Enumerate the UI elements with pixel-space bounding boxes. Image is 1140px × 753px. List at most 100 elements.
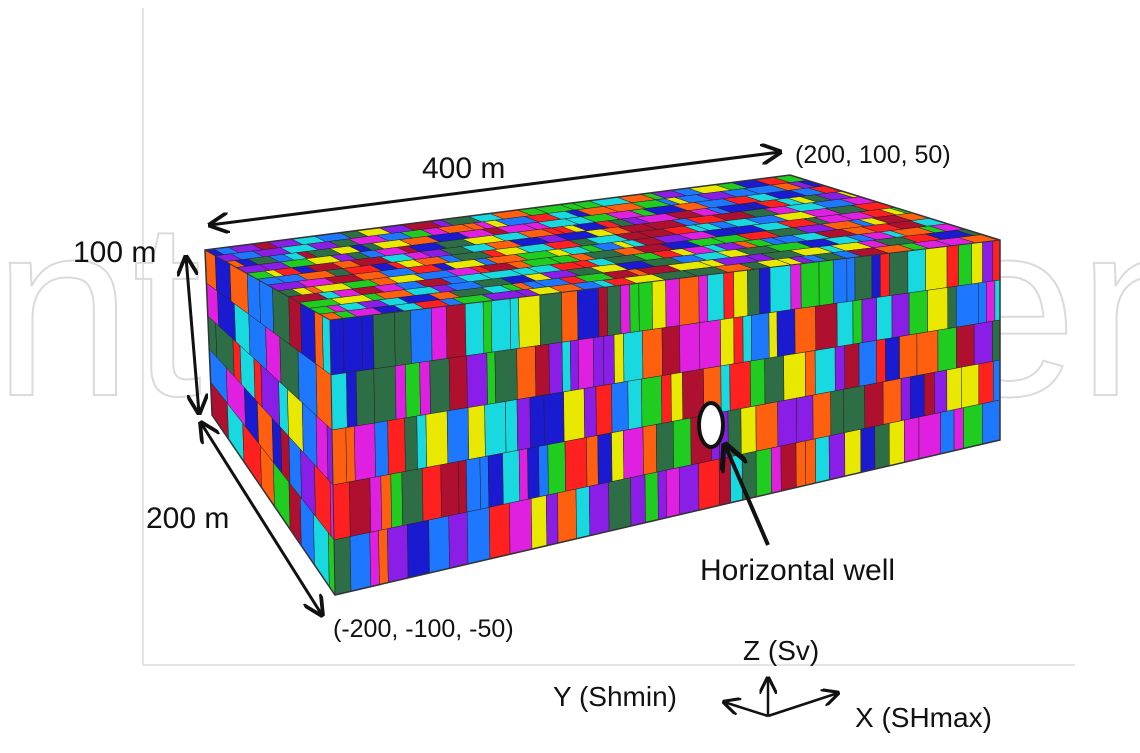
fracture-block [874, 422, 890, 470]
fracture-block [953, 407, 964, 452]
fracture-block [796, 394, 814, 444]
length-dimension-arrow [210, 152, 780, 225]
fracture-block [777, 397, 798, 448]
fracture-block [657, 469, 667, 520]
fracture-block [563, 388, 585, 443]
fracture-block [630, 474, 646, 527]
fracture-block [440, 461, 460, 518]
fracture-block [620, 283, 631, 335]
fracture-block [374, 420, 389, 478]
fracture-block [723, 271, 735, 320]
fracture-block [815, 435, 830, 484]
fracture-block [369, 475, 383, 533]
fracture-block [916, 329, 939, 376]
fracture-block [899, 333, 918, 380]
height-dimension-arrow [186, 257, 199, 413]
length-label: 400 m [422, 152, 505, 185]
fracture-block [354, 422, 376, 482]
fracture-block [543, 391, 565, 446]
fracture-block [561, 290, 579, 343]
fracture-block [390, 471, 403, 529]
fracture-block [494, 348, 518, 404]
fracture-block [888, 419, 905, 467]
fracture-block [946, 244, 959, 288]
fracture-block [627, 378, 643, 430]
fracture-block [852, 299, 863, 345]
fracture-block [428, 515, 450, 574]
fracture-block [958, 243, 973, 287]
fracture-block [345, 426, 356, 483]
fracture-block [698, 274, 709, 323]
fracture-block [641, 375, 663, 428]
fracture-block [378, 528, 389, 585]
fracture-block [910, 373, 925, 420]
fracture-block [448, 355, 468, 411]
fracture-block [854, 255, 873, 301]
fracture-block [720, 317, 735, 367]
fracture-block [846, 257, 856, 302]
fracture-block [918, 412, 941, 460]
fracture-block [994, 279, 1000, 322]
fracture-block [482, 300, 493, 354]
width-dimension-arrow [201, 423, 322, 615]
fracture-block [755, 447, 772, 498]
fracture-block [907, 248, 926, 294]
fracture-block [783, 351, 806, 401]
fracture-block [613, 333, 625, 384]
fracture-block [425, 410, 449, 468]
fracture-block [790, 263, 802, 310]
fracture-block [373, 365, 397, 424]
fracture-block [842, 385, 866, 434]
fracture-block [963, 403, 983, 449]
fracture-block [484, 401, 507, 457]
fracture-block [651, 279, 667, 330]
fracture-block [583, 386, 597, 439]
fracture-block [727, 408, 742, 458]
fracture-block [830, 389, 844, 436]
fracture-block [665, 467, 680, 519]
fracture-block [346, 371, 358, 428]
block-corner-edge [329, 319, 336, 596]
fracture-block [548, 341, 563, 395]
fracture-block [372, 312, 396, 370]
fracture-block [860, 425, 876, 473]
fracture-block [331, 427, 348, 486]
fracture-block [655, 421, 674, 473]
fracture-block [421, 464, 442, 522]
fracture-block [516, 345, 537, 400]
fracture-block [836, 300, 854, 348]
fracture-block [332, 481, 351, 541]
fracture-block [780, 442, 797, 492]
fracture-block [814, 346, 836, 395]
fracture-block [623, 330, 644, 383]
well-opening-icon [697, 401, 725, 449]
fracture-block [611, 381, 629, 434]
fracture-block [419, 360, 431, 416]
fracture-block [718, 456, 732, 506]
fracture-block [776, 308, 796, 357]
fracture-block [940, 409, 955, 455]
fracture-block [742, 315, 752, 363]
fracture-block [812, 391, 832, 440]
x-axis-arrow [767, 693, 838, 718]
y-axis-arrow [724, 702, 769, 718]
fracture-block [982, 240, 994, 283]
fracture-block [638, 281, 653, 332]
fracture-block [828, 432, 846, 481]
fracture-block [547, 441, 566, 496]
width-label: 200 m [146, 502, 229, 535]
fracture-block [794, 305, 817, 354]
fracture-block [818, 259, 834, 306]
fracture-block [505, 399, 518, 453]
fracture-block [861, 297, 878, 343]
fracture-block [333, 536, 352, 595]
fracture-block [569, 339, 580, 391]
fracture-block [768, 311, 778, 359]
fracture-block [733, 316, 744, 365]
fracture-block [834, 345, 846, 392]
z-axis-label: Z (Sv) [743, 635, 819, 666]
fracture-block [937, 326, 957, 372]
fracture-block [629, 282, 640, 333]
fracture-block [394, 310, 412, 367]
